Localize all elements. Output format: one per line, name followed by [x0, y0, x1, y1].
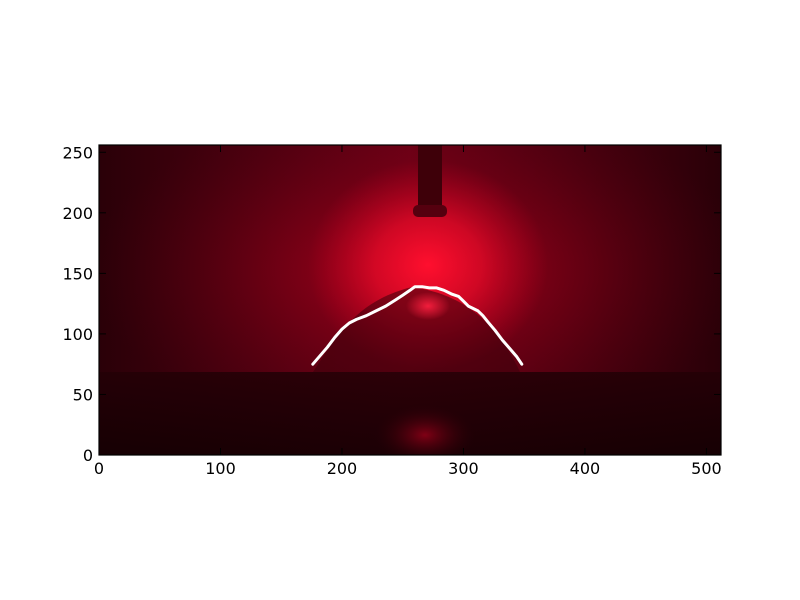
- x-tick-label: 200: [327, 459, 358, 478]
- x-tick-label: 300: [448, 459, 479, 478]
- x-axis: 0 100 200 300 400 500: [94, 145, 722, 478]
- y-tick-label: 200: [62, 204, 93, 223]
- y-tick-label: 250: [62, 143, 93, 162]
- background-image: [99, 145, 721, 455]
- plot-frame: [98, 144, 722, 456]
- x-tick-label: 0: [94, 459, 104, 478]
- y-axis: 0 50 100 150 200 250: [62, 143, 721, 465]
- y-tick-label: 0: [83, 446, 93, 465]
- x-tick-label: 400: [570, 459, 601, 478]
- y-tick-label: 50: [73, 385, 93, 404]
- series-line: [311, 285, 524, 366]
- x-tick-label: 500: [691, 459, 722, 478]
- x-tick-label: 100: [205, 459, 236, 478]
- y-tick-label: 150: [62, 264, 93, 283]
- y-tick-label: 100: [62, 325, 93, 344]
